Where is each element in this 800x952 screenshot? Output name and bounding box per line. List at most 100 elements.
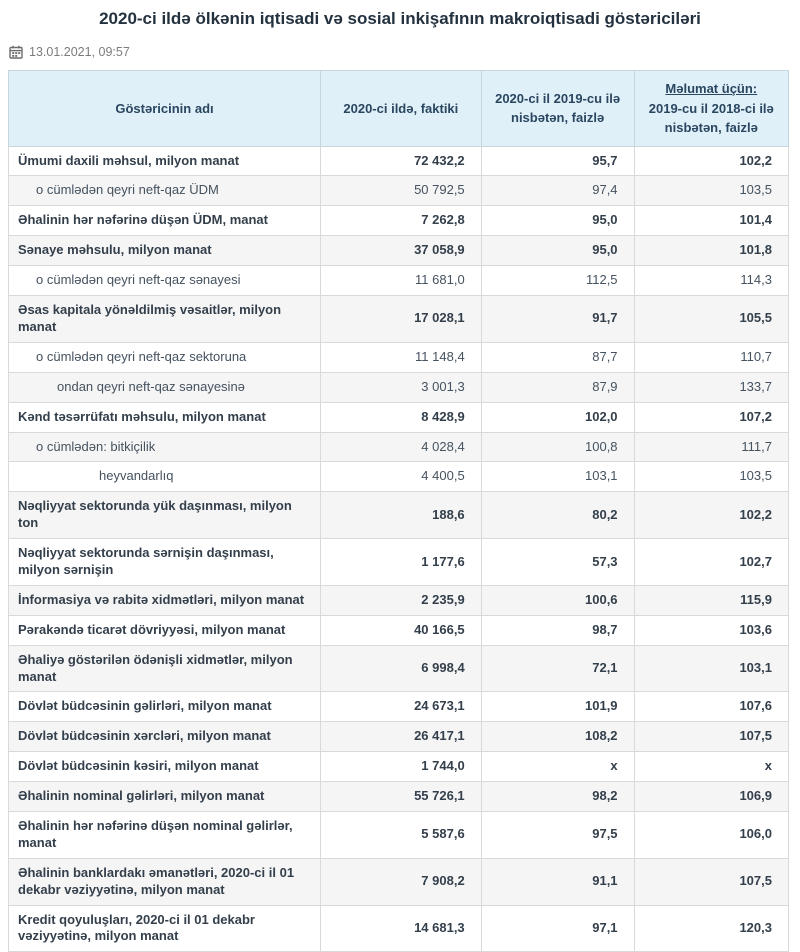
- vs-2019-cell: 80,2: [480, 491, 635, 540]
- vs-2018-cell: 102,7: [633, 538, 790, 586]
- vs-2018-cell: 103,6: [633, 614, 790, 646]
- vs-2018-cell: 102,2: [633, 145, 790, 177]
- fact-2020-cell: 7 908,2: [320, 857, 482, 906]
- fact-2020-cell: 37 058,9: [320, 235, 482, 267]
- table-row: Nəqliyyat sektorunda sərnişin daşınması,…: [8, 538, 790, 586]
- indicator-name-cell: Nəqliyyat sektorunda yük daşınması, mily…: [8, 491, 321, 540]
- vs-2018-cell: 114,3: [633, 265, 790, 297]
- indicator-name-cell: o cümlədən qeyri neft-qaz sektoruna: [8, 341, 321, 373]
- table-row: Dövlət büdcəsinin gəlirləri, milyon mana…: [8, 691, 790, 723]
- table-row: İnformasiya və rabitə xidmətləri, milyon…: [8, 584, 790, 616]
- page: 2020-ci ildə ölkənin iqtisadi və sosial …: [0, 8, 800, 952]
- vs-2018-cell: 106,9: [633, 781, 790, 812]
- fact-2020-cell: 72 432,2: [320, 145, 482, 177]
- table-row: Kredit qoyuluşları, 2020-ci il 01 dekabr…: [8, 904, 790, 952]
- indicator-name-cell: Sənaye məhsulu, milyon manat: [8, 235, 321, 267]
- vs-2019-cell: 100,6: [480, 584, 635, 616]
- vs-2018-cell: 102,2: [633, 491, 790, 540]
- header-row: Göstəricinin adı 2020-ci ildə, faktiki 2…: [8, 70, 790, 147]
- table-row: Əsas kapitala yönəldilmiş vəsaitlər, mil…: [8, 295, 790, 343]
- fact-2020-cell: 14 681,3: [320, 904, 482, 952]
- fact-2020-cell: 55 726,1: [320, 781, 482, 812]
- vs-2018-cell: 120,3: [633, 904, 790, 952]
- indicator-name-cell: o cümlədən qeyri neft-qaz sənayesi: [8, 265, 321, 297]
- indicator-name-cell: Dövlət büdcəsinin gəlirləri, milyon mana…: [8, 691, 321, 723]
- vs-2019-cell: 98,2: [480, 781, 635, 812]
- fact-2020-cell: 188,6: [320, 491, 482, 540]
- vs-2018-cell: 107,6: [633, 691, 790, 723]
- indicator-name-cell: Kənd təsərrüfatı məhsulu, milyon manat: [8, 401, 321, 433]
- table-row: Əhalinin nominal gəlirləri, milyon manat…: [8, 781, 790, 812]
- table-row: Pərakəndə ticarət dövriyyəsi, milyon man…: [8, 614, 790, 646]
- fact-2020-cell: 24 673,1: [320, 691, 482, 723]
- fact-2020-cell: 7 262,8: [320, 205, 482, 237]
- vs-2019-cell: 57,3: [480, 538, 635, 586]
- indicator-name-cell: Əsas kapitala yönəldilmiş vəsaitlər, mil…: [8, 295, 321, 343]
- fact-2020-cell: 6 998,4: [320, 644, 482, 693]
- fact-2020-cell: 3 001,3: [320, 371, 482, 403]
- vs-2019-cell: 91,7: [480, 295, 635, 343]
- vs-2019-cell: 87,7: [480, 341, 635, 373]
- indicator-name-cell: Əhaliyə göstərilən ödənişli xidmətlər, m…: [8, 644, 321, 693]
- indicators-table: Göstəricinin adı 2020-ci ildə, faktiki 2…: [8, 70, 790, 952]
- vs-2019-cell: 98,7: [480, 614, 635, 646]
- indicator-name-cell: Dövlət büdcəsinin xərcləri, milyon manat: [8, 721, 321, 753]
- table-row: Əhaliyə göstərilən ödənişli xidmətlər, m…: [8, 644, 790, 693]
- indicator-name-cell: Əhalinin nominal gəlirləri, milyon manat: [8, 781, 321, 812]
- table-row: o cümlədən: bitkiçilik 4 028,4 100,8 111,7: [8, 431, 790, 463]
- indicator-name-cell: ondan qeyri neft-qaz sənayesinə: [8, 371, 321, 403]
- table-row: o cümlədən qeyri neft-qaz sektoruna 11 14…: [8, 341, 790, 373]
- fact-2020-cell: 4 028,4: [320, 431, 482, 463]
- table-row: Əhalinin banklardakı əmanətləri, 2020-ci…: [8, 857, 790, 906]
- table-row: o cümlədən qeyri neft-qaz sənayesi 11 681…: [8, 265, 790, 297]
- vs-2018-cell: 106,0: [633, 810, 790, 859]
- col-header-vs-2018: Məlumat üçün: 2019-cu il 2018-ci ilə nis…: [633, 70, 790, 147]
- indicator-name-cell: heyvandarlıq: [8, 461, 321, 493]
- fact-2020-cell: 5 587,6: [320, 810, 482, 859]
- vs-2018-cell: 133,7: [633, 371, 790, 403]
- vs-2019-cell: 97,5: [480, 810, 635, 859]
- vs-2018-cell: x: [633, 751, 790, 783]
- col-header-vs-2018-text: 2019-cu il 2018-ci ilə nisbətən, faizlə: [648, 100, 774, 136]
- vs-2019-cell: 103,1: [480, 461, 635, 493]
- vs-2018-cell: 110,7: [633, 341, 790, 373]
- fact-2020-cell: 1 744,0: [320, 751, 482, 783]
- vs-2019-cell: 87,9: [480, 371, 635, 403]
- fact-2020-cell: 40 166,5: [320, 614, 482, 646]
- vs-2019-cell: 72,1: [480, 644, 635, 693]
- table-row: Dövlət büdcəsinin kəsiri, milyon manat 1 …: [8, 751, 790, 783]
- fact-2020-cell: 1 177,6: [320, 538, 482, 586]
- indicator-name-cell: Dövlət büdcəsinin kəsiri, milyon manat: [8, 751, 321, 783]
- indicator-name-cell: İnformasiya və rabitə xidmətləri, milyon…: [8, 584, 321, 616]
- indicator-name-cell: Əhalinin hər nəfərinə düşən nominal gəli…: [8, 810, 321, 859]
- vs-2019-cell: 108,2: [480, 721, 635, 753]
- fact-2020-cell: 50 792,5: [320, 175, 482, 207]
- vs-2019-cell: 97,1: [480, 904, 635, 952]
- vs-2019-cell: 95,0: [480, 205, 635, 237]
- publish-date: 13.01.2021, 09:57: [29, 45, 130, 60]
- vs-2019-cell: 101,9: [480, 691, 635, 723]
- vs-2018-cell: 111,7: [633, 431, 790, 463]
- vs-2018-cell: 105,5: [633, 295, 790, 343]
- col-header-vs-2018-note: Məlumat üçün:: [665, 81, 758, 97]
- vs-2018-cell: 103,1: [633, 644, 790, 693]
- table-row: o cümlədən qeyri neft-qaz ÜDM 50 792,5 97,…: [8, 175, 790, 207]
- fact-2020-cell: 2 235,9: [320, 584, 482, 616]
- col-header-fact-2020: 2020-ci ildə, faktiki: [320, 70, 482, 147]
- vs-2019-cell: 102,0: [480, 401, 635, 433]
- table-row: Kənd təsərrüfatı məhsulu, milyon manat 8 …: [8, 401, 790, 433]
- table-row: Sənaye məhsulu, milyon manat 37 058,9 95,0…: [8, 235, 790, 267]
- vs-2019-cell: 95,0: [480, 235, 635, 267]
- col-header-vs-2019: 2020-ci il 2019-cu ilə nisbətən, faizlə: [480, 70, 635, 147]
- indicator-name-cell: Əhalinin banklardakı əmanətləri, 2020-ci…: [8, 857, 321, 906]
- vs-2018-cell: 103,5: [633, 461, 790, 493]
- vs-2019-cell: 95,7: [480, 145, 635, 177]
- vs-2019-cell: 97,4: [480, 175, 635, 207]
- fact-2020-cell: 4 400,5: [320, 461, 482, 493]
- table-row: Dövlət büdcəsinin xərcləri, milyon manat…: [8, 721, 790, 753]
- table-row: Əhalinin hər nəfərinə düşən ÜDM, manat 7 …: [8, 205, 790, 237]
- page-title: 2020-ci ildə ölkənin iqtisadi və sosial …: [99, 9, 701, 28]
- vs-2019-cell: 91,1: [480, 857, 635, 906]
- vs-2018-cell: 101,4: [633, 205, 790, 237]
- vs-2019-cell: x: [480, 751, 635, 783]
